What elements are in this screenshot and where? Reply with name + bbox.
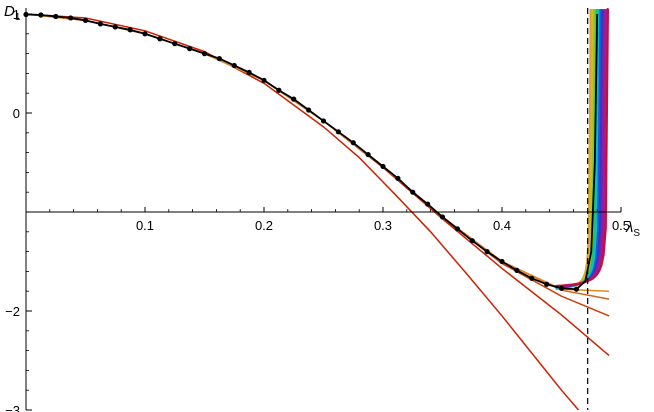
x-tick-label: 0.3 — [374, 218, 392, 233]
data-point — [112, 24, 118, 30]
data-point — [276, 87, 282, 93]
approximation-series-1 — [26, 13, 580, 410]
data-point — [127, 27, 133, 33]
approximation-series-2 — [26, 13, 610, 357]
y-tick-label: −2 — [5, 304, 20, 319]
data-point — [23, 11, 29, 18]
data-point — [544, 281, 550, 287]
exact-curve — [26, 13, 599, 291]
data-point — [484, 249, 490, 255]
approximation-series-group — [26, 13, 610, 410]
tick-marks: 0.1 0.2 0.3 0.4 0.5 1 0 −2 −3 — [5, 7, 630, 412]
data-point — [53, 13, 59, 20]
y-axis-title-main: D — [4, 3, 15, 20]
data-point — [291, 96, 297, 102]
y-axis-title: D1 — [4, 3, 21, 23]
data-point — [216, 55, 222, 62]
data-point — [68, 15, 74, 21]
data-point — [365, 151, 371, 158]
data-point — [439, 214, 446, 220]
data-point — [335, 129, 341, 135]
x-tick-label: 0.2 — [255, 218, 273, 233]
data-points — [23, 11, 579, 292]
data-point — [306, 107, 312, 113]
data-point — [97, 21, 103, 27]
data-point — [201, 51, 208, 57]
data-point — [172, 41, 178, 47]
data-point — [187, 46, 193, 52]
divergent-series-1 — [555, 9, 592, 291]
y-axis-title-sub: 1 — [15, 12, 21, 23]
data-point — [380, 163, 386, 170]
data-point — [454, 226, 460, 232]
data-point — [573, 286, 579, 292]
y-tick-label: −3 — [5, 403, 20, 412]
data-point — [395, 175, 401, 181]
x-axis-title: λS — [625, 219, 640, 239]
data-point — [142, 31, 148, 37]
x-axis-title-main: λ — [625, 219, 633, 236]
data-point — [425, 201, 431, 207]
x-tick-label: 0.5 — [612, 218, 630, 233]
x-axis-title-sub: S — [633, 228, 640, 239]
data-point — [261, 77, 267, 83]
divergent-series-band — [555, 8, 610, 291]
data-point — [514, 267, 520, 274]
data-point — [410, 189, 416, 195]
data-point — [558, 285, 565, 291]
approximation-series-5 — [26, 13, 610, 292]
y-tick-label: 1 — [13, 7, 20, 22]
data-point — [529, 275, 535, 281]
axes — [25, 8, 621, 410]
y-tick-label: 0 — [13, 106, 20, 121]
data-point — [320, 118, 327, 124]
data-point — [231, 62, 237, 69]
approximation-series-4 — [26, 13, 610, 300]
data-point — [499, 258, 505, 265]
data-point — [82, 17, 89, 24]
data-point — [350, 140, 356, 146]
data-point — [246, 69, 252, 76]
data-point — [157, 36, 163, 42]
data-point — [469, 238, 475, 244]
data-point — [38, 12, 44, 18]
x-tick-label: 0.1 — [136, 218, 154, 233]
x-tick-label: 0.4 — [493, 218, 511, 233]
